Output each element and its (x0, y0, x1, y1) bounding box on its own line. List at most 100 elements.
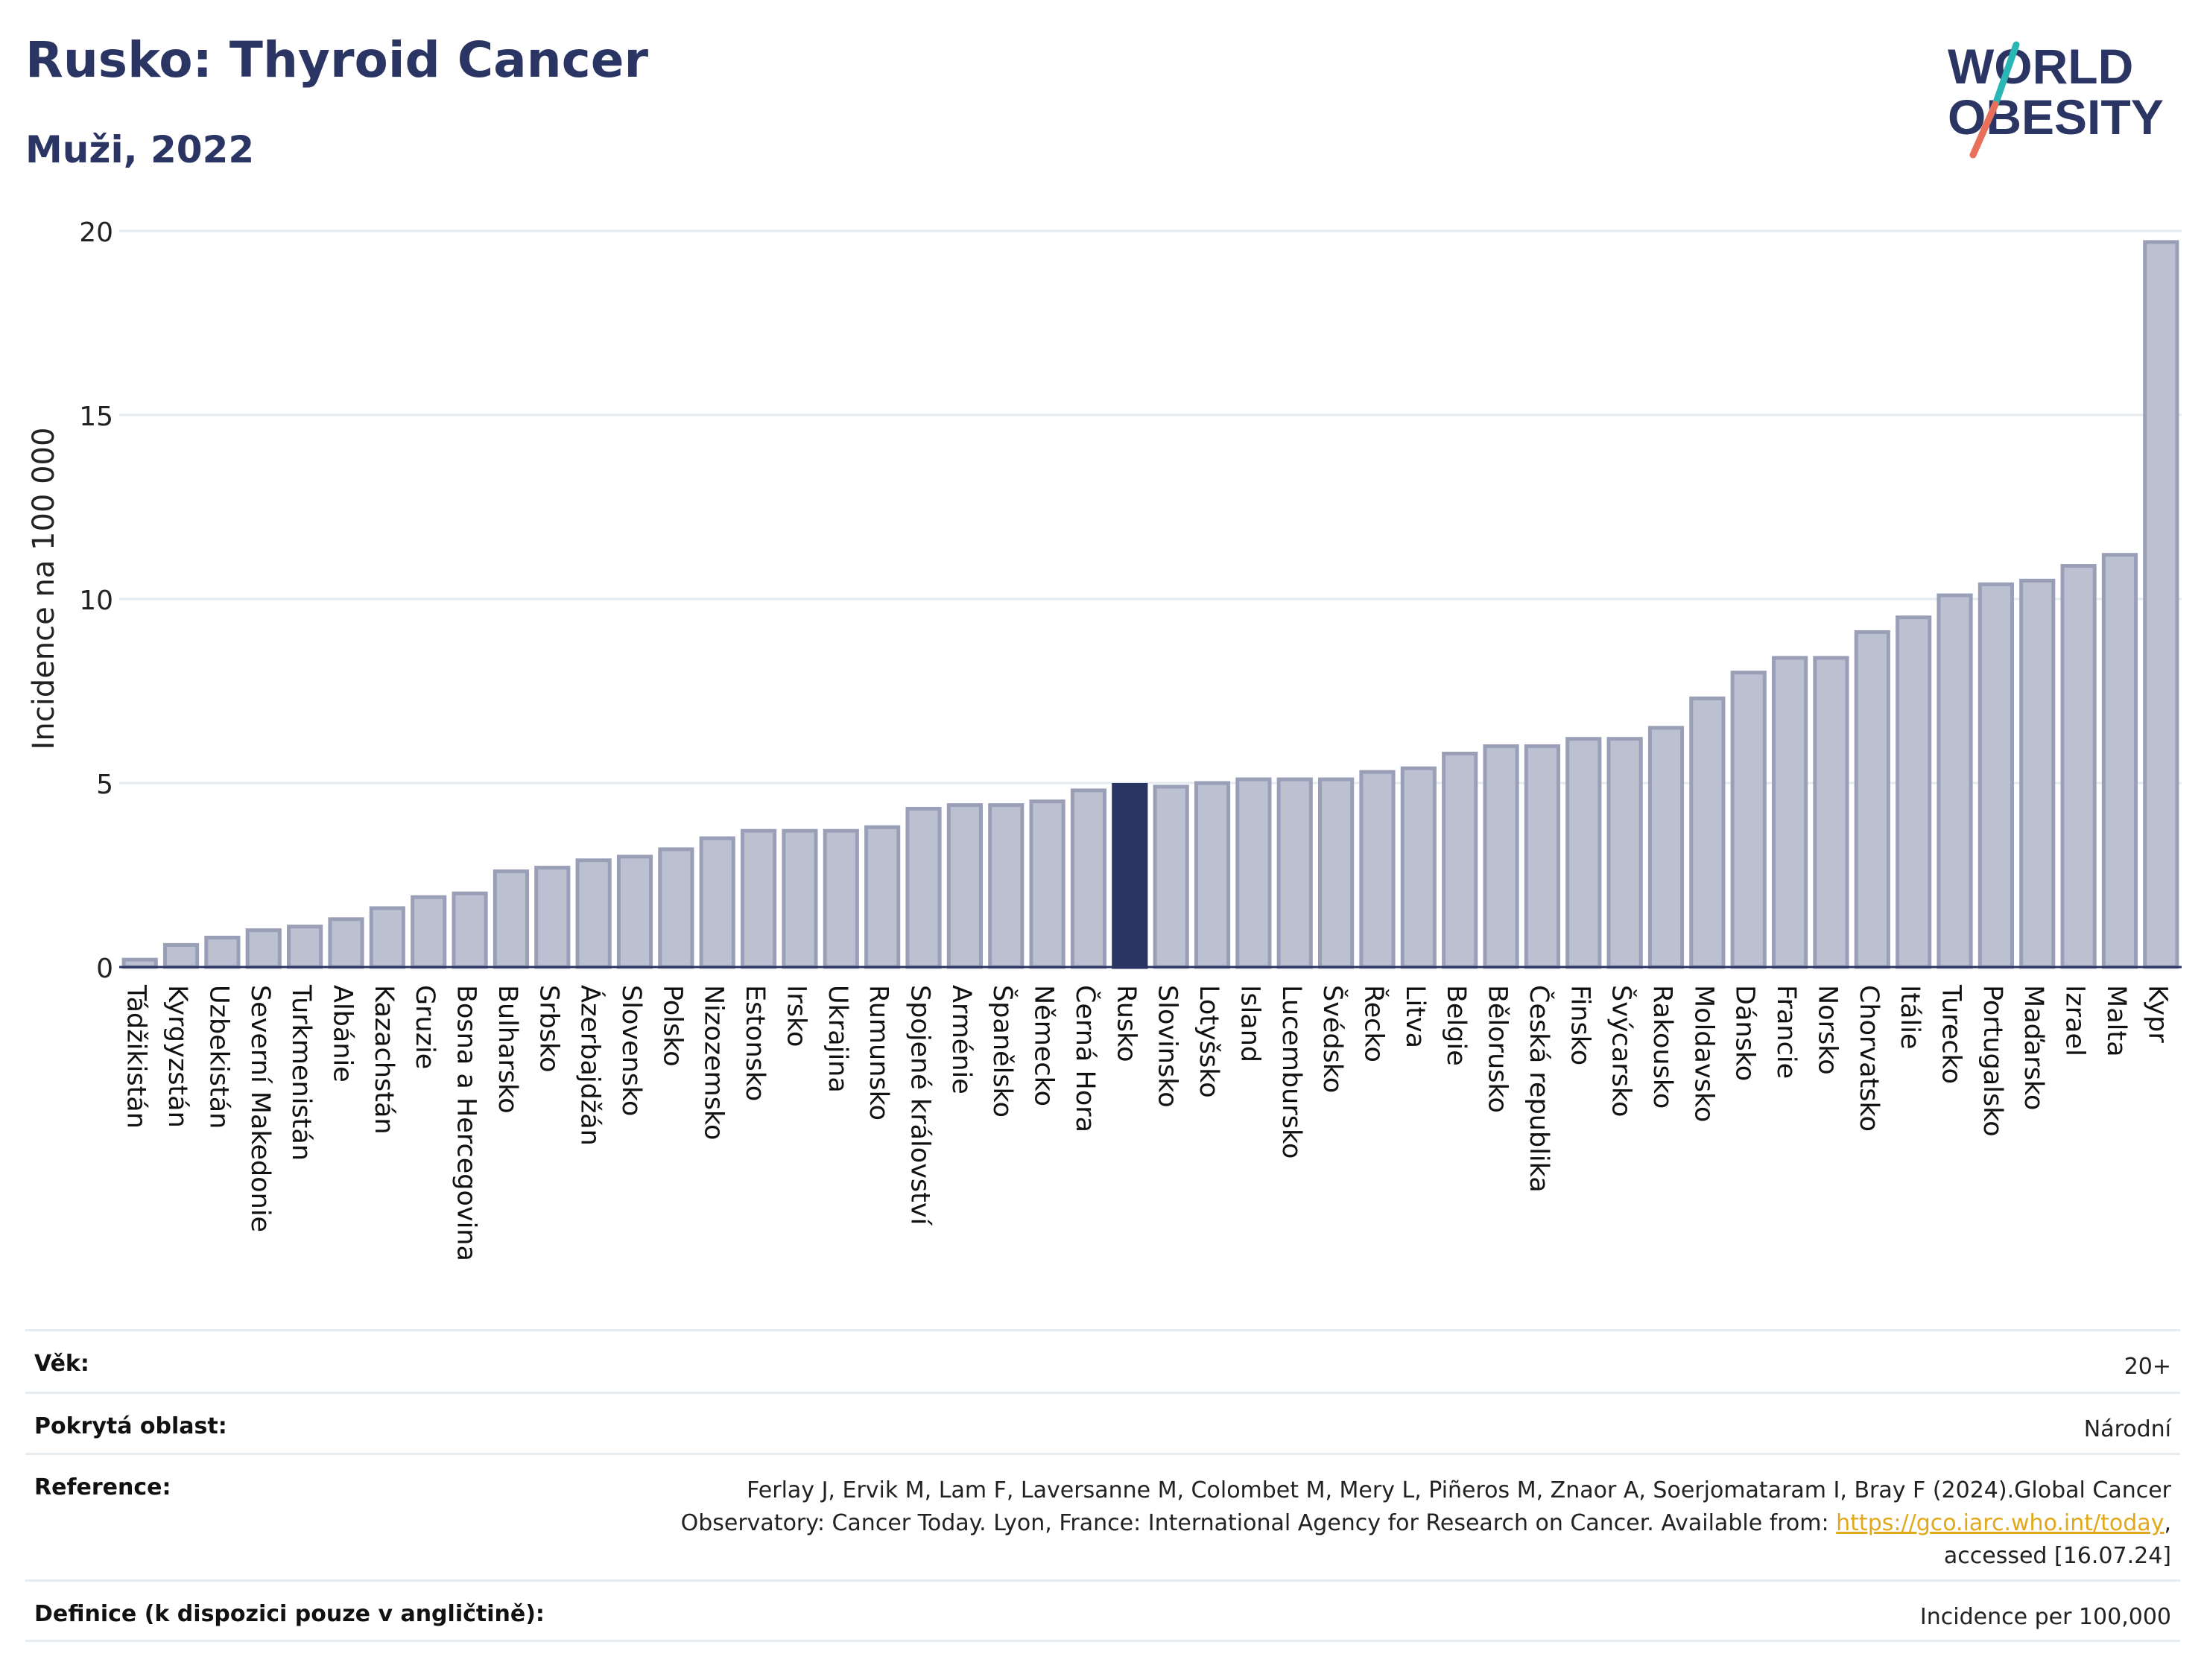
bar (1524, 744, 1561, 969)
bar-highlight (1112, 782, 1148, 969)
x-tick-label: Portugalsko (1977, 985, 2007, 1137)
bar (1896, 615, 1932, 969)
x-tick-label: Arménie (946, 985, 976, 1094)
x-tick-label: Finsko (1565, 985, 1595, 1065)
bar (1606, 737, 1643, 969)
age-label: Věk: (34, 1351, 89, 1377)
x-tick-label: Dánsko (1730, 985, 1760, 1081)
y-tick-label: 0 (96, 954, 113, 984)
bar (1937, 593, 1973, 969)
x-tick-label: Kazachstán (369, 985, 399, 1135)
x-tick-label: Severní Makedonie (245, 985, 275, 1232)
bar (1442, 751, 1478, 969)
x-tick-label: Rusko (1111, 985, 1141, 1062)
x-tick-label: Itálie (1895, 985, 1925, 1049)
x-tick-label: Kyrgyzstán (162, 985, 192, 1128)
bar (1565, 737, 1602, 969)
x-tick-label: Řecko (1358, 985, 1390, 1062)
x-tick-label: Maďarsko (2018, 985, 2048, 1110)
bar (534, 866, 571, 969)
reference-link[interactable]: https://gco.iarc.who.int/today (1836, 1510, 2165, 1536)
x-tick-label: Bulharsko (493, 985, 522, 1114)
x-tick-label: Španělsko (987, 985, 1019, 1118)
x-tick-label: Slovensko (616, 985, 646, 1116)
age-value: 20+ (2124, 1354, 2171, 1380)
bar (740, 828, 777, 969)
bar (699, 836, 735, 969)
bar (1647, 726, 1685, 969)
info-row-area: Pokrytá oblast: Národní (25, 1392, 2180, 1453)
info-table: Věk: 20+ Pokrytá oblast: Národní Referen… (25, 1329, 2180, 1642)
bar (1029, 799, 1065, 969)
x-tick-label: Uzbekistán (203, 985, 233, 1129)
reference-text-3: , (2164, 1510, 2171, 1536)
x-tick-label: Albánie (327, 985, 357, 1083)
bar (1977, 582, 2014, 969)
x-tick-label: Slovinsko (1153, 985, 1182, 1108)
bar (1153, 784, 1189, 969)
bar (1771, 656, 1808, 969)
bar (1854, 630, 1890, 969)
y-tick-label: 20 (79, 218, 113, 248)
bar (1813, 656, 1849, 969)
x-tick-label: Moldavsko (1688, 985, 1718, 1122)
y-tick-label: 5 (96, 770, 113, 800)
x-tick-label: Gruzie (410, 985, 440, 1069)
bar (946, 803, 983, 969)
bar (1070, 788, 1107, 969)
bar (2143, 240, 2179, 969)
bar (162, 942, 200, 969)
reference-text-2: Observatory: Cancer Today. Lyon, France:… (680, 1510, 1837, 1536)
x-tick-label: Česká republika (1524, 985, 1555, 1193)
x-tick-label: Island (1235, 985, 1264, 1062)
x-tick-label: Turkmenistán (286, 984, 316, 1161)
x-tick-label: Turecko (1937, 984, 1966, 1084)
bar (2101, 553, 2138, 969)
bar (1276, 777, 1313, 969)
x-axis-labels: Tádžikistán Kyrgyzstán Uzbekistán Severní M… (121, 984, 2173, 1261)
x-tick-label: Srbsko (533, 985, 563, 1073)
bar (1194, 781, 1231, 969)
bar (823, 828, 859, 969)
x-tick-label: Bosna a Hercegovina (452, 985, 481, 1261)
reference-text-4: accessed [16.07.24] (1943, 1543, 2171, 1569)
chart-title: Rusko: Thyroid Cancer (25, 31, 649, 89)
x-tick-label: Nizozemsko (699, 985, 729, 1140)
area-label: Pokrytá oblast: (34, 1413, 227, 1439)
x-tick-label: Chorvatsko (1854, 985, 1884, 1132)
bar (905, 807, 942, 969)
x-tick-label: Spojené království (905, 985, 935, 1226)
bar (988, 803, 1025, 969)
x-tick-label: Černá Hora (1070, 985, 1101, 1132)
logo-slash-teal (1992, 41, 2020, 108)
x-tick-label: Irsko (781, 985, 811, 1047)
bar (1235, 777, 1272, 969)
y-tick-label: 10 (79, 586, 113, 616)
x-tick-label: Belgie (1441, 985, 1471, 1066)
bar (452, 891, 488, 969)
area-value: Národní (2083, 1416, 2171, 1442)
world-obesity-logo: WORLD OBESITY (1948, 39, 2164, 159)
reference-text-1: Ferlay J, Ervik M, Lam F, Laversanne M, … (747, 1477, 2171, 1503)
bar (2019, 578, 2056, 969)
bar (658, 847, 694, 969)
bar (782, 828, 818, 969)
bar (616, 855, 653, 969)
x-tick-label: Kypr (2142, 985, 2172, 1043)
y-axis-label: Incidence na 100 000 (27, 428, 61, 750)
logo-line-world: WORLD (1948, 39, 2133, 94)
bar-chart: 0 5 10 15 20 Tádžikistán Kyrgyzstán Uzbekistán… (27, 218, 2182, 1261)
bar (204, 935, 241, 969)
bar (287, 925, 323, 969)
x-tick-label: Bělorusko (1483, 985, 1513, 1113)
x-tick-label: Rakousko (1647, 985, 1677, 1109)
chart-subtitle: Muži, 2022 (25, 128, 255, 171)
bar (1730, 671, 1767, 969)
x-tick-label: Norsko (1812, 985, 1842, 1075)
x-tick-label: Lotyšsko (1194, 985, 1223, 1098)
definition-label: Definice (k dispozici pouze v angličtině… (34, 1601, 545, 1627)
bar (1359, 770, 1396, 969)
info-row-definition: Definice (k dispozici pouze v angličtině… (25, 1579, 2180, 1642)
x-tick-label: Izrael (2060, 985, 2090, 1056)
bar (575, 858, 612, 969)
